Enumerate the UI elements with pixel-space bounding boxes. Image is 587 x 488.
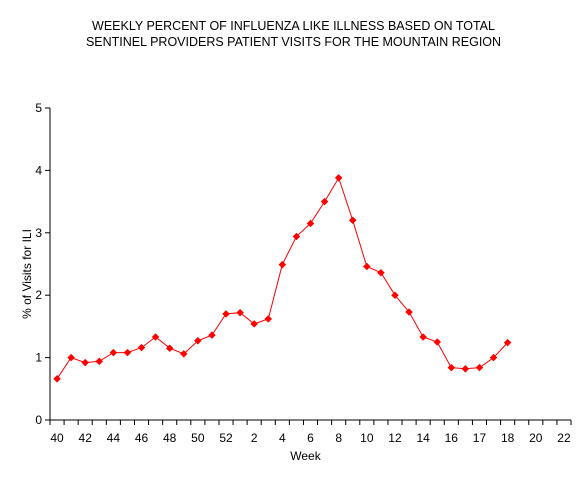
x-axis-title: Week (290, 449, 321, 463)
x-tick-label: 20 (529, 431, 543, 445)
data-point (362, 262, 371, 271)
chart-title-line-2: SENTINEL PROVIDERS PATIENT VISITS FOR TH… (85, 35, 502, 49)
data-point (278, 260, 287, 269)
data-point (236, 308, 244, 317)
data-point (489, 353, 498, 362)
data-point (348, 216, 357, 225)
data-point (165, 344, 174, 353)
data-point (391, 291, 399, 300)
data-point (377, 268, 385, 277)
data-point (447, 363, 456, 372)
data-point (208, 331, 216, 339)
x-tick-label: 12 (388, 431, 402, 445)
x-tick-label: 18 (501, 431, 515, 445)
x-tick-label: 52 (219, 431, 233, 445)
data-point (179, 350, 188, 358)
data-point (405, 308, 413, 316)
x-tick-label: 40 (50, 431, 64, 445)
x-tick-label: 6 (307, 431, 314, 445)
x-tick-label: 22 (557, 431, 571, 445)
x-tick-label: 44 (107, 431, 121, 445)
x-axis-ticks: 40 42 44 46 48 50 52 2 4 6 8 10 12 14 16 17 18 20 22 (49, 420, 572, 445)
y-tick-label: 3 (35, 226, 42, 240)
data-point (334, 174, 343, 182)
data-point (264, 315, 273, 323)
x-tick-label: 50 (191, 431, 205, 445)
x-tick-label: 16 (445, 431, 459, 445)
data-point (81, 358, 90, 367)
x-tick-label: 2 (251, 431, 258, 445)
data-point (503, 338, 512, 347)
y-tick-label: 1 (35, 351, 42, 365)
y-tick-label: 0 (35, 413, 42, 427)
y-axis-title: % of Visits for ILI (20, 229, 34, 319)
data-point (67, 353, 75, 362)
axes (49, 108, 571, 421)
data-point (320, 197, 329, 206)
data-point (292, 232, 301, 241)
y-tick-label: 2 (35, 288, 42, 302)
y-tick-label: 4 (35, 163, 42, 177)
x-tick-label: 4 (279, 431, 286, 445)
series (53, 174, 512, 383)
x-tick-label: 17 (473, 431, 487, 445)
x-tick-label: 10 (360, 431, 374, 445)
chart-title-line-1: WEEKLY PERCENT OF INFLUENZA LIKE ILLNESS… (92, 19, 495, 33)
x-tick-label: 8 (335, 431, 342, 445)
data-point (109, 348, 118, 357)
data-point (53, 374, 61, 383)
data-point (137, 343, 146, 352)
data-point (306, 219, 315, 228)
series-line (56, 176, 508, 380)
x-tick-label: 48 (163, 431, 177, 445)
x-tick-label: 46 (135, 431, 149, 445)
x-tick-label: 14 (416, 431, 430, 445)
data-point (433, 338, 442, 346)
data-point (151, 333, 160, 341)
data-point (475, 363, 484, 372)
chart-title: WEEKLY PERCENT OF INFLUENZA LIKE ILLNESS… (0, 18, 587, 50)
y-tick-label: 5 (35, 101, 42, 115)
data-point (193, 336, 202, 345)
data-point (222, 310, 230, 318)
data-point (95, 357, 104, 366)
data-point (419, 333, 428, 341)
x-tick-label: 42 (79, 431, 93, 445)
y-axis-ticks: 0 1 2 3 4 5 (35, 101, 50, 427)
data-point (123, 348, 132, 357)
data-point (461, 364, 470, 373)
data-point (250, 320, 259, 328)
